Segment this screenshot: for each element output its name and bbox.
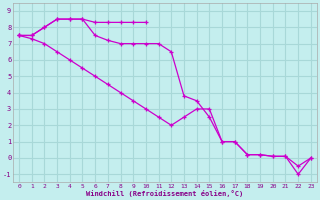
X-axis label: Windchill (Refroidissement éolien,°C): Windchill (Refroidissement éolien,°C) (86, 190, 244, 197)
